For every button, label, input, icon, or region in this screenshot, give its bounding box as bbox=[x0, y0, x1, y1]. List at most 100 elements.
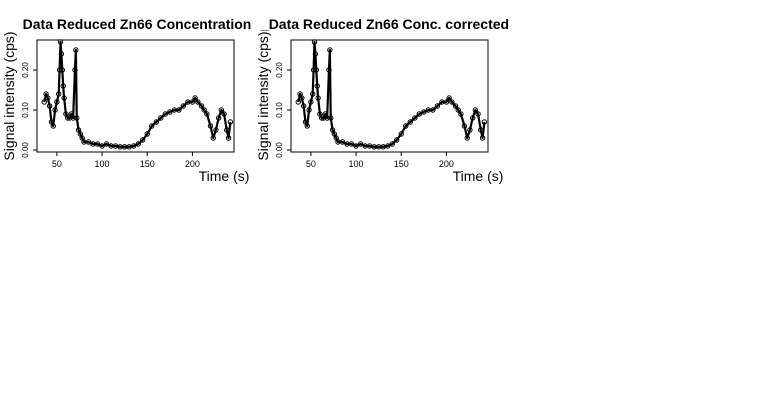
data-point bbox=[304, 123, 310, 129]
data-point bbox=[300, 103, 307, 109]
data-point bbox=[353, 143, 359, 149]
data-point bbox=[153, 119, 159, 125]
data-point bbox=[204, 111, 210, 117]
data-point bbox=[313, 67, 320, 73]
data-point bbox=[59, 67, 66, 73]
data-point bbox=[398, 131, 404, 137]
data-point bbox=[50, 123, 56, 129]
y-axis-label: Signal intensity (cps) bbox=[255, 31, 271, 160]
data-point bbox=[416, 111, 423, 117]
data-point bbox=[144, 131, 150, 137]
data-point bbox=[70, 115, 76, 121]
y-axis: 0.00 0.10 0.20 bbox=[275, 62, 291, 158]
plot-box bbox=[36, 39, 235, 153]
data-point bbox=[339, 139, 346, 145]
data-point bbox=[149, 123, 155, 129]
data-point bbox=[56, 67, 63, 73]
data-point bbox=[52, 107, 58, 113]
data-point bbox=[167, 109, 173, 115]
x-axis-label: Time (s) bbox=[199, 168, 250, 184]
data-point bbox=[407, 119, 413, 125]
data-point bbox=[140, 137, 146, 143]
x-tick-label: 150 bbox=[394, 159, 409, 169]
data-point bbox=[57, 39, 64, 45]
data-point bbox=[443, 99, 450, 105]
data-point bbox=[215, 115, 222, 121]
x-axis: 50 100 150 200 bbox=[306, 152, 454, 169]
data-point bbox=[326, 67, 332, 73]
y-tick-label: 0.20 bbox=[275, 62, 284, 78]
data-point bbox=[218, 107, 225, 113]
data-point bbox=[446, 95, 452, 101]
data-point bbox=[315, 95, 321, 101]
data-point bbox=[94, 141, 101, 147]
data-point bbox=[201, 107, 207, 113]
y-tick-label: 0.10 bbox=[275, 102, 284, 118]
data-point bbox=[389, 141, 395, 147]
data-point bbox=[299, 95, 305, 101]
x-tick-label: 100 bbox=[95, 159, 110, 169]
data-point bbox=[61, 95, 67, 101]
data-point bbox=[41, 99, 47, 105]
data-point bbox=[348, 141, 355, 147]
x-tick-label: 200 bbox=[439, 159, 454, 169]
data-point bbox=[308, 99, 314, 105]
data-point bbox=[224, 127, 230, 133]
y-tick-label: 0.00 bbox=[21, 142, 30, 158]
data-point bbox=[158, 115, 164, 121]
data-point bbox=[73, 47, 79, 53]
series-line bbox=[297, 40, 486, 148]
data-point bbox=[314, 83, 320, 89]
chart-title: _Data Reduced Zn66 Conc. corrected bbox=[260, 16, 509, 32]
data-points bbox=[295, 39, 488, 150]
y-axis: 0.00 0.10 0.20 bbox=[21, 62, 37, 158]
data-point bbox=[310, 67, 317, 73]
data-point bbox=[384, 143, 391, 149]
data-point bbox=[227, 119, 234, 125]
data-point bbox=[403, 123, 409, 129]
data-point bbox=[135, 141, 141, 147]
x-tick-label: 150 bbox=[140, 159, 155, 169]
data-point bbox=[421, 109, 427, 115]
y-axis-label: Signal intensity (cps) bbox=[1, 31, 17, 160]
y-tick-label: 0.00 bbox=[275, 142, 284, 158]
x-tick-label: 200 bbox=[185, 159, 200, 169]
data-point bbox=[213, 127, 219, 133]
chart-panel-2: _Data Reduced Zn66 Conc. corrected 50 100… bbox=[255, 16, 509, 184]
data-point bbox=[467, 127, 473, 133]
data-point bbox=[311, 39, 318, 45]
data-point bbox=[328, 115, 334, 121]
data-point bbox=[54, 99, 60, 105]
data-point bbox=[46, 103, 53, 109]
data-point bbox=[130, 143, 137, 149]
data-point bbox=[306, 107, 312, 113]
data-point bbox=[85, 139, 92, 145]
data-point bbox=[472, 107, 479, 113]
plot-area bbox=[290, 39, 489, 153]
data-point bbox=[357, 141, 364, 147]
chart-panel-1: Data Reduced Zn66 Concentration 50 100 150… bbox=[1, 16, 251, 184]
data-point bbox=[478, 127, 484, 133]
data-point bbox=[295, 99, 301, 105]
x-axis-label: Time (s) bbox=[453, 168, 504, 184]
data-point bbox=[458, 111, 464, 117]
data-point bbox=[452, 103, 459, 109]
data-point bbox=[455, 107, 461, 113]
plot-area bbox=[36, 39, 235, 153]
y-tick-label: 0.20 bbox=[21, 62, 30, 78]
data-point bbox=[430, 107, 436, 113]
y-tick-label: 0.10 bbox=[21, 102, 30, 118]
x-tick-label: 50 bbox=[52, 159, 62, 169]
data-point bbox=[72, 67, 78, 73]
data-point bbox=[45, 95, 51, 101]
series-line bbox=[43, 40, 232, 148]
data-point bbox=[449, 99, 455, 105]
data-point bbox=[464, 135, 470, 141]
data-point bbox=[327, 47, 333, 53]
data-point bbox=[434, 103, 441, 109]
data-point bbox=[189, 99, 196, 105]
data-point bbox=[394, 137, 400, 143]
data-point bbox=[162, 111, 169, 117]
data-point bbox=[324, 115, 330, 121]
